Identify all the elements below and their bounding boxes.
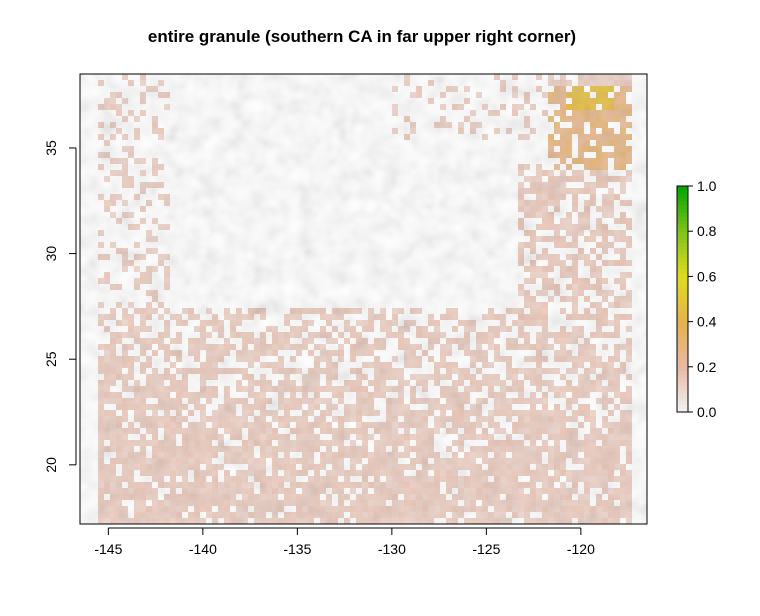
colorbar-segment	[677, 227, 688, 232]
colorbar-segment	[677, 408, 688, 413]
colorbar-tick-label: 0.0	[697, 404, 717, 420]
colorbar-segment	[677, 280, 688, 285]
colorbar-segment	[677, 193, 688, 198]
colorbar-tick-label: 0.2	[697, 359, 717, 375]
colorbar-segment	[677, 355, 688, 360]
y-tick-label: 20	[43, 457, 59, 473]
colorbar-tick-label: 0.8	[697, 223, 717, 239]
colorbar-segment	[677, 385, 688, 390]
colorbar-segment	[677, 246, 688, 251]
colorbar-segment	[677, 381, 688, 387]
colorbar-segment	[677, 317, 688, 323]
colorbar-segment	[677, 363, 688, 368]
colorbar-segment	[677, 276, 688, 281]
colorbar-segment	[677, 374, 688, 379]
colorbar-segment	[677, 393, 688, 398]
y-tick-label: 35	[43, 140, 59, 156]
colorbar-segment	[677, 340, 688, 345]
colorbar-segment	[677, 201, 688, 206]
colorbar-segment	[677, 329, 688, 334]
colorbar-segment	[677, 306, 688, 311]
colorbar-segment	[677, 351, 688, 356]
colorbar-segment	[677, 295, 688, 300]
colorbar-segment	[677, 396, 688, 402]
colorbar-segment	[677, 212, 688, 217]
y-tick-label: 25	[43, 351, 59, 367]
colorbar-segment	[677, 272, 688, 277]
colorbar-tick-label: 0.6	[697, 268, 717, 284]
colorbar-segment	[677, 370, 688, 375]
colorbar-segment	[677, 347, 688, 353]
colorbar-segment	[677, 261, 688, 266]
colorbar-segment	[677, 189, 688, 195]
colorbar-segment	[677, 186, 688, 191]
colorbar-segment	[677, 378, 688, 383]
colorbar-segment	[677, 204, 688, 210]
colorbar-segment	[677, 310, 688, 315]
colorbar-segment	[677, 332, 688, 338]
x-tick-label: -125	[472, 541, 500, 557]
colorbar-segment	[677, 299, 688, 304]
colorbar-segment	[677, 253, 688, 259]
colorbar-segment	[677, 231, 688, 236]
colorbar-segment	[677, 291, 688, 296]
colorbar-segment	[677, 366, 688, 372]
colorbar-segment	[677, 404, 688, 409]
y-tick-label: 30	[43, 246, 59, 262]
x-tick-label: -140	[189, 541, 217, 557]
colorbar-segment	[677, 197, 688, 202]
y-axis: 20 25 30 35	[43, 140, 77, 473]
colorbar-segment	[677, 223, 688, 228]
colorbar-segment	[677, 389, 688, 394]
x-axis: -145 -140 -135 -130 -125 -120	[94, 527, 595, 557]
x-tick-label: -120	[567, 541, 595, 557]
colorbar-segment	[677, 216, 688, 221]
x-tick-label: -145	[94, 541, 122, 557]
colorbar-segment	[677, 336, 688, 341]
colorbar-segment	[677, 219, 688, 225]
colorbar-tick-label: 0.4	[697, 314, 717, 330]
colorbar-frame	[676, 185, 689, 413]
colorbar-segment	[677, 265, 688, 270]
x-tick-label: -130	[378, 541, 406, 557]
chart-title: entire granule (southern CA in far upper…	[148, 27, 576, 46]
heatmap-cells	[80, 74, 647, 524]
colorbar-legend: 0.0 0.2 0.4 0.6 0.8 1.0	[676, 178, 717, 420]
colorbar-segment	[677, 302, 688, 308]
colorbar-segment	[677, 257, 688, 262]
colorbar-segment	[677, 400, 688, 405]
colorbar-segment	[677, 325, 688, 330]
colorbar-segment	[677, 287, 688, 292]
colorbar-segment	[677, 321, 688, 326]
colorbar-segment	[677, 250, 688, 255]
colorbar-segment	[677, 208, 688, 213]
colorbar-segment	[677, 238, 688, 243]
colorbar-segment	[677, 234, 688, 240]
colorbar-tick-label: 1.0	[697, 178, 717, 194]
colorbar-segment	[677, 268, 688, 274]
plot-frame	[79, 73, 648, 525]
x-tick-label: -135	[283, 541, 311, 557]
colorbar-segment	[677, 283, 688, 289]
colorbar-segment	[677, 314, 688, 319]
colorbar-segment	[677, 242, 688, 247]
texture-overlay	[80, 74, 647, 524]
colorbar-segment	[677, 359, 688, 364]
colorbar-segment	[677, 344, 688, 349]
